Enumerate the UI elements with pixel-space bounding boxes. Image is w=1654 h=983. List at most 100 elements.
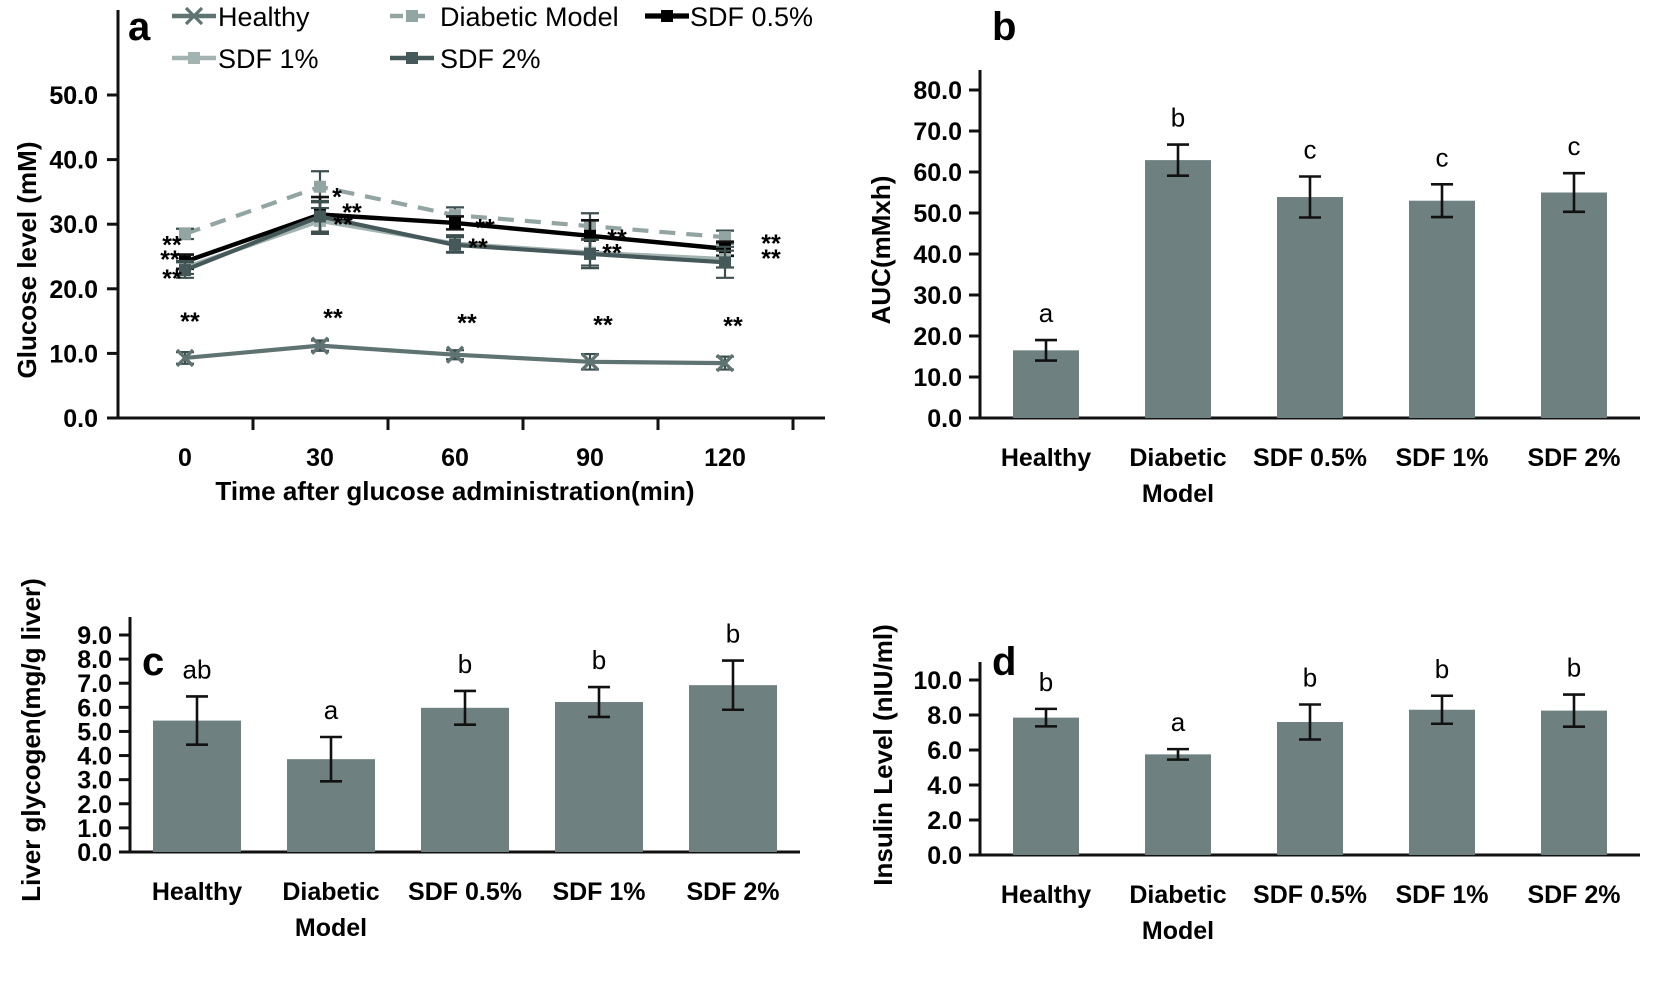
panel-d: 0.0 2.0 4.0 6.0 8.0 10.0 Insulin Level (nIU/ml…: [850, 490, 1654, 983]
significance-marker: **: [160, 246, 180, 274]
marker-square: [449, 238, 461, 251]
group-annotation-4: b: [726, 619, 740, 649]
y-tick-label: 4.0: [927, 772, 962, 800]
group-annotation-3: b: [1435, 654, 1449, 684]
legend-label-2: SDF 0.5%: [690, 2, 813, 32]
panel-b: 0.0 10.0 20.0 30.0 40.0 50.0 60.0 70.0 80.0 AUC(m…: [850, 0, 1654, 508]
category-label-0: Healthy: [1001, 444, 1091, 472]
marker-square: [179, 264, 191, 277]
y-tick-label: 5.0: [77, 718, 112, 746]
legend-marker-square: [406, 52, 418, 64]
x-tick-label: 90: [576, 444, 604, 472]
y-tick-label: 30.0: [913, 282, 962, 310]
marker-square: [584, 247, 596, 260]
marker-square: [719, 231, 731, 244]
category-label-0: Healthy: [1001, 881, 1091, 909]
bar-3: [555, 702, 643, 852]
group-annotation-3: b: [592, 645, 606, 675]
marker-square: [449, 216, 461, 229]
x-tick-label: 0: [178, 444, 192, 472]
group-annotation-2: c: [1304, 135, 1317, 165]
x-tick-label: 30: [306, 444, 334, 472]
legend-label-3: SDF 1%: [218, 44, 319, 74]
y-tick-label: 10.0: [913, 667, 962, 695]
bar-2: [1277, 197, 1343, 418]
category-label-1: Diabetic: [1129, 444, 1226, 472]
y-tick-label: 0.0: [63, 405, 98, 433]
category-label-3: SDF 1%: [1395, 444, 1488, 472]
panel-c-letter: c: [142, 640, 164, 684]
group-annotation-0: b: [1039, 667, 1053, 697]
y-tick-label: 0.0: [927, 405, 962, 433]
panel-d-svg: 0.0 2.0 4.0 6.0 8.0 10.0 Insulin Level (nIU/ml…: [868, 624, 1640, 945]
panel-c-svg: 0.01.02.03.04.05.06.07.08.09.0 Liver glyc…: [16, 578, 800, 942]
bar-1: [1145, 754, 1211, 855]
category-label-1: Diabetic: [1129, 881, 1226, 909]
significance-marker: **: [333, 211, 353, 239]
panel-d-letter: d: [992, 640, 1016, 684]
panel-a-x-axis-title: Time after glucose administration(min): [215, 476, 694, 506]
significance-marker: **: [761, 230, 781, 258]
bar-4: [1541, 192, 1607, 418]
y-tick-label: 50.0: [49, 82, 98, 110]
b-y-axis-title: AUC(mMxh): [866, 176, 896, 325]
marker-x: [715, 353, 735, 373]
y-tick-label: 10.0: [49, 340, 98, 368]
panel-a-svg: 0.010.020.030.040.050.050.00 30 60 90 120Glu…: [12, 2, 825, 506]
panel-a-y-axis-title: Glucose level (mM): [12, 142, 42, 379]
marker-square: [719, 256, 731, 269]
marker-x: [310, 336, 330, 355]
legend-marker-square: [661, 10, 673, 22]
group-annotation-4: c: [1568, 131, 1581, 161]
bar-2: [421, 707, 509, 852]
d-y-axis-title: Insulin Level (nIU/ml): [868, 624, 898, 885]
significance-marker: **: [180, 308, 200, 336]
y-tick-label: 2.0: [77, 791, 112, 819]
y-tick-label: 0.0: [927, 842, 962, 870]
group-annotation-1: a: [1171, 707, 1186, 737]
group-annotation-4: b: [1567, 653, 1581, 683]
legend-label-0: Healthy: [218, 2, 310, 32]
y-tick-label: 6.0: [77, 694, 112, 722]
y-tick-label: 30.0: [49, 211, 98, 239]
significance-marker: **: [162, 265, 182, 293]
bar-4: [689, 685, 777, 852]
y-tick-label: 50.0: [49, 82, 98, 110]
y-tick-label: 2.0: [927, 807, 962, 835]
category-label-4: SDF 2%: [1527, 444, 1620, 472]
y-tick-label: 6.0: [927, 737, 962, 765]
bar-0: [1013, 717, 1079, 855]
panel-b-letter: b: [992, 5, 1016, 49]
significance-marker: **: [602, 240, 622, 268]
legend-marker-square: [188, 52, 200, 64]
marker-x: [175, 348, 195, 368]
y-tick-label: 20.0: [913, 323, 962, 351]
marker-square: [179, 227, 191, 240]
y-tick-label: 3.0: [77, 767, 112, 795]
category-label-4: SDF 2%: [686, 878, 779, 906]
legend-marker-x: [184, 6, 204, 26]
y-tick-label: 9.0: [77, 622, 112, 650]
category-label-0: Healthy: [152, 878, 242, 906]
group-annotation-1: b: [1171, 103, 1185, 133]
significance-marker: **: [607, 225, 627, 253]
panel-a-letter: a: [128, 5, 151, 49]
category-label-1: Model: [1142, 480, 1214, 508]
significance-marker: **: [593, 311, 613, 339]
y-tick-label: 60.0: [913, 159, 962, 187]
significance-marker: **: [457, 309, 477, 337]
c-y-axis-title: Liver glycogen(mg/g liver): [16, 578, 46, 902]
category-label-1: Diabetic: [282, 878, 379, 906]
significance-marker: **: [723, 313, 743, 341]
panel-c: 0.0 1.0 2.0 3.0 4.0 5.0 6.0 7.0 8.0 9.0 Liver glyc…: [0, 490, 830, 983]
group-annotation-0: a: [1039, 298, 1054, 328]
y-tick-label: 80.0: [913, 77, 962, 105]
bar-4: [1541, 710, 1607, 855]
category-label-2: SDF 0.5%: [1253, 881, 1367, 909]
bar-3: [1409, 709, 1475, 855]
panel-b-svg: 0.0 10.0 20.0 30.0 40.0 50.0 60.0 70.0 80.0 AUC(m…: [866, 5, 1640, 508]
panel-a: 0.0 10.0 20.0 30.0 40.0 50.0 50.0 0 30 60 90 120 Glu…: [0, 0, 830, 506]
category-label-2: SDF 0.5%: [1253, 444, 1367, 472]
category-label-1: Model: [295, 914, 367, 942]
